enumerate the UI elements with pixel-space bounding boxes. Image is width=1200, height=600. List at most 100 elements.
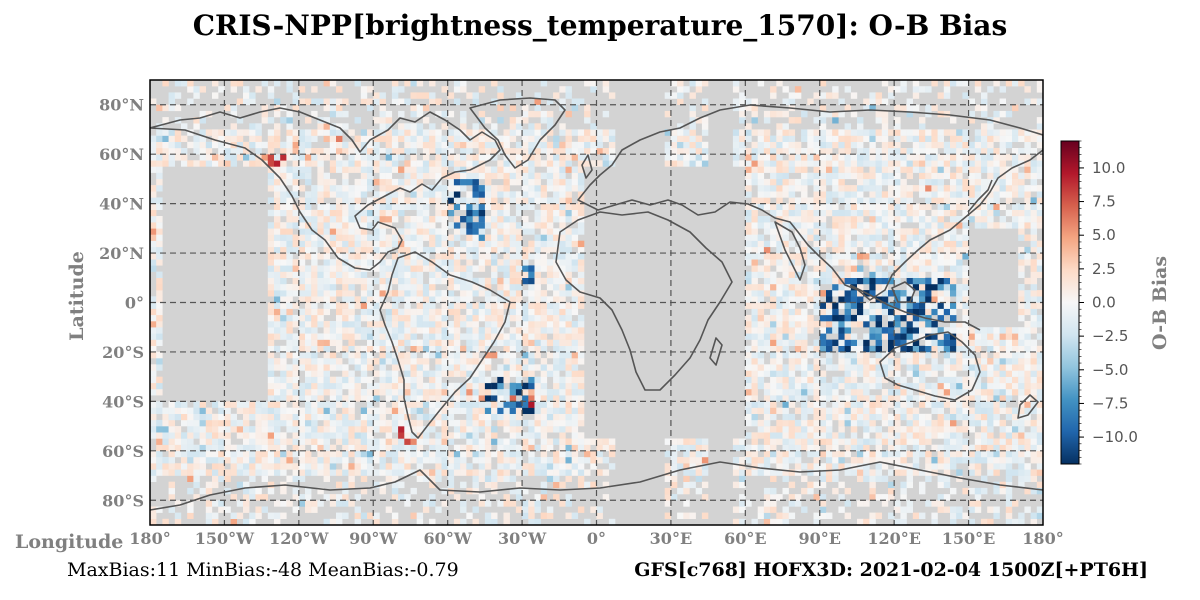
bias-cell [255, 86, 262, 93]
bias-cell [274, 246, 281, 254]
bias-cell [286, 253, 293, 260]
bias-cell [391, 389, 399, 396]
bias-cell [416, 178, 424, 186]
bias-cell [832, 413, 839, 421]
bias-cell [670, 92, 678, 99]
bias-cell [317, 178, 324, 186]
bias-cell [522, 506, 529, 513]
bias-cell [888, 333, 895, 340]
bias-cell [801, 426, 808, 433]
bias-cell [782, 469, 789, 476]
bias-cell [509, 500, 517, 507]
bias-cell [460, 351, 467, 359]
bias-cell [391, 370, 399, 377]
bias-cell [373, 228, 380, 235]
bias-cell [385, 351, 393, 359]
bias-cell [249, 401, 256, 408]
bias-cell [261, 426, 268, 433]
bias-cell [565, 333, 572, 340]
bias-cell [298, 265, 306, 272]
bias-cell [193, 475, 200, 482]
bias-cell [156, 240, 163, 248]
bias-cell [453, 339, 461, 346]
bias-cell [763, 382, 771, 390]
bias-cell [460, 271, 467, 278]
bias-cell [826, 475, 833, 482]
bias-cell [329, 450, 337, 458]
bias-cell [664, 160, 672, 167]
bias-cell [565, 253, 572, 260]
bias-cell [429, 265, 436, 272]
bias-cell [292, 160, 299, 167]
bias-cell [503, 172, 510, 180]
bias-cell [881, 110, 889, 118]
bias-cell [398, 407, 405, 414]
bias-cell [342, 500, 349, 507]
bias-cell [553, 351, 560, 359]
bias-cell [819, 166, 827, 173]
bias-cell [280, 296, 287, 303]
bias-cell [336, 314, 343, 322]
bias-cell [404, 135, 411, 142]
bias-cell [757, 129, 765, 136]
bias-cell [484, 290, 492, 297]
bias-cell [751, 339, 758, 346]
bias-cell [311, 327, 318, 334]
bias-cell [577, 314, 585, 322]
bias-cell [360, 407, 368, 414]
bias-cell [807, 401, 814, 408]
bias-cell [745, 246, 752, 254]
bias-cell [565, 234, 572, 241]
bias-cell [311, 191, 318, 198]
bias-cell [801, 203, 808, 210]
bias-cell [478, 203, 486, 210]
bias-cell [447, 259, 455, 266]
bias-cell [422, 135, 430, 142]
bias-cell [788, 253, 796, 260]
bias-cell [881, 389, 889, 396]
bias-cell [826, 110, 833, 118]
bias-cell [881, 277, 889, 285]
bias-cell [484, 444, 492, 452]
bias-cell [503, 457, 510, 464]
bias-cell [757, 160, 765, 167]
bias-cell [869, 209, 876, 217]
bias-cell [348, 432, 355, 439]
bias-cell [801, 370, 808, 377]
bias-cell [875, 271, 882, 278]
bias-cell [770, 389, 777, 396]
bias-cell [863, 253, 870, 260]
bias-cell [826, 141, 833, 149]
bias-cell [540, 80, 548, 87]
bias-cell [305, 487, 312, 495]
bias-cell [298, 345, 306, 353]
bias-cell [429, 141, 436, 149]
bias-cell [174, 129, 182, 136]
bias-cell [571, 185, 579, 192]
bias-cell [832, 308, 839, 316]
bias-cell [466, 228, 473, 235]
bias-cell [540, 401, 548, 408]
bias-cell [881, 308, 889, 316]
bias-cell [515, 308, 523, 316]
bias-cell [286, 123, 293, 130]
bias-cell [757, 333, 765, 340]
bias-cell [311, 259, 318, 266]
bias-cell [478, 290, 486, 297]
bias-cell [150, 475, 157, 482]
bias-cell [863, 395, 870, 402]
bias-cell [875, 333, 882, 340]
bias-cell [826, 209, 833, 217]
bias-cell [584, 117, 591, 124]
bias-cell [869, 413, 876, 421]
bias-cell [336, 518, 343, 525]
bias-cell [472, 469, 479, 476]
bias-cell [205, 154, 213, 161]
bias-cell [782, 457, 789, 464]
bias-cell [373, 345, 380, 353]
bias-cell [385, 117, 393, 124]
bias-cell [298, 197, 306, 204]
bias-cell [447, 475, 455, 482]
bias-cell [385, 259, 393, 266]
bias-cell [782, 333, 789, 340]
